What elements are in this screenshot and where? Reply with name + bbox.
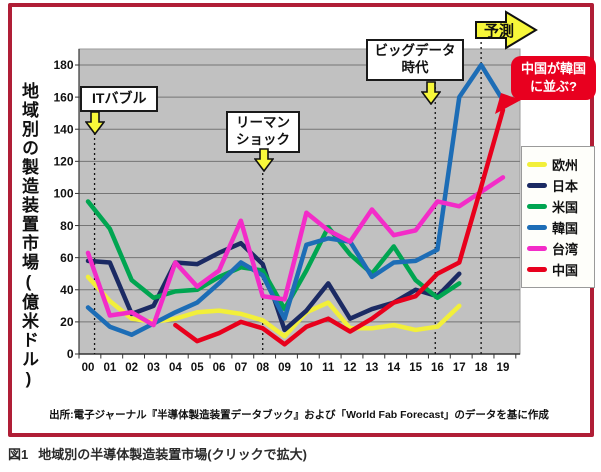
figure-caption-text[interactable]: 地域別の半導体製造装置市場(クリックで拡大)	[38, 447, 307, 462]
legend-label-taiwan: 台湾	[552, 242, 579, 257]
source-note: 出所:電子ジャーナル『半導体製造装置データブック』および「World Fab F…	[49, 409, 549, 421]
series-line-taiwan	[85, 175, 506, 328]
legend-chip-taiwan	[527, 246, 547, 251]
series-line-korea	[85, 62, 506, 337]
x-tick-label: 18	[475, 362, 488, 374]
speech-bubble-tail	[495, 93, 521, 114]
x-tick-label: 05	[191, 362, 204, 374]
y-tick-label: 180	[53, 58, 73, 72]
x-tick-label: 06	[213, 362, 226, 374]
y-tick-label: 100	[53, 187, 73, 201]
annotation-big-data: ビッグデータ 時代	[366, 39, 464, 81]
annotation-it-bubble: ITバブル	[80, 86, 159, 112]
down-arrow-icon	[421, 81, 441, 105]
x-tick-label: 07	[234, 362, 247, 374]
legend-chip-korea	[527, 225, 547, 230]
x-tick-label: 14	[387, 362, 400, 374]
legend-item-japan: 日本	[527, 175, 589, 196]
legend-label-usa: 米国	[552, 200, 579, 215]
x-tick-label: 12	[344, 362, 357, 374]
x-tick-label: 04	[169, 362, 182, 374]
x-tick-label: 17	[453, 362, 466, 374]
x-tick-label: 10	[300, 362, 313, 374]
legend: 欧州日本米国韓国台湾中国	[521, 146, 595, 288]
x-tick-label: 03	[147, 362, 160, 374]
annotation-lehman: リーマン ショック	[226, 111, 300, 153]
legend-item-china: 中国	[527, 259, 589, 280]
y-tick-label: 20	[60, 315, 74, 329]
figure-number: 図1	[8, 447, 29, 462]
y-axis-title: 地域別の製造装置市場(億米ドル)	[19, 82, 38, 390]
figure-caption: 図1 地域別の半導体製造装置市場(クリックで拡大)	[8, 444, 307, 463]
annotation-lehman-line2: ショック	[236, 131, 290, 147]
x-tick-label: 00	[82, 362, 95, 374]
legend-item-europe: 欧州	[527, 154, 589, 175]
annotation-lehman-line1: リーマン	[236, 115, 290, 130]
bubble-line2: に並ぶ?	[530, 79, 577, 95]
x-tick-label: 02	[125, 362, 138, 374]
series-line-usa	[85, 199, 462, 312]
x-tick-label: 09	[278, 362, 291, 374]
x-tick-label: 08	[256, 362, 269, 374]
legend-chip-japan	[527, 183, 547, 188]
annotation-it-bubble-label: ITバブル	[92, 90, 147, 106]
down-arrow-icon	[85, 111, 105, 135]
y-tick-label: 120	[53, 155, 73, 169]
y-tick-label: 80	[60, 219, 74, 233]
y-tick-label: 0	[67, 347, 74, 361]
x-tick-label: 11	[322, 362, 335, 374]
y-tick-label: 160	[53, 90, 73, 104]
annotation-china-korea-bubble: 中国が韓国 に並ぶ?	[511, 56, 596, 101]
legend-label-china: 中国	[552, 263, 579, 278]
down-arrow-icon	[254, 148, 274, 172]
x-tick-label: 01	[103, 362, 116, 374]
legend-chip-usa	[527, 204, 547, 209]
x-tick-label: 13	[366, 362, 379, 374]
forecast-arrow-icon: 予測	[475, 10, 538, 50]
x-tick-label: 16	[431, 362, 444, 374]
x-tick-label: 19	[497, 362, 510, 374]
legend-label-europe: 欧州	[552, 158, 579, 173]
legend-chip-europe	[527, 162, 547, 167]
y-tick-label: 60	[60, 251, 74, 265]
legend-label-korea: 韓国	[552, 221, 579, 236]
legend-label-japan: 日本	[552, 179, 579, 194]
legend-item-korea: 韓国	[527, 217, 589, 238]
y-tick-label: 40	[60, 283, 74, 297]
legend-item-usa: 米国	[527, 196, 589, 217]
series-line-china	[173, 107, 506, 347]
bubble-line1: 中国が韓国	[520, 61, 586, 76]
annotation-big-data-line1: ビッグデータ	[374, 43, 456, 58]
x-tick-label: 15	[409, 362, 422, 374]
y-tick-label: 140	[53, 122, 73, 136]
forecast-label: 予測	[484, 22, 514, 40]
annotation-big-data-line2: 時代	[401, 59, 429, 75]
legend-item-taiwan: 台湾	[527, 238, 589, 259]
legend-chip-china	[527, 267, 547, 272]
